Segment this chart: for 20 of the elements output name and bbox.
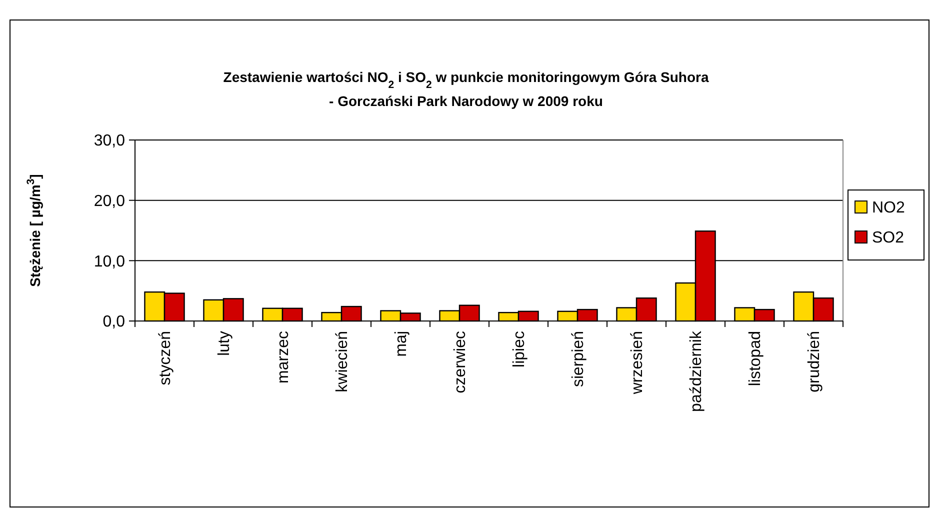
legend-label: NO2 [872, 200, 905, 217]
x-tick-label: kwiecień [334, 331, 352, 392]
chart-title: Zestawienie wartości NO$_{2}$ i SO$_{2}$ w punkcie monitoringowym Góra Suhora [223, 69, 709, 91]
legend-label: SO2 [872, 230, 904, 247]
y-tick-label: 20,0 [94, 192, 126, 210]
x-tick-label: marzec [275, 331, 292, 384]
x-tick-label: grudzień [806, 331, 824, 392]
y-tick-label: 30,0 [94, 132, 126, 150]
x-tick-label: lipiec [511, 331, 528, 368]
x-tick-label: sierpień [570, 331, 588, 388]
x-tick-label: październik [688, 330, 706, 412]
x-tick-label: maj [393, 331, 410, 357]
x-tick-label: luty [216, 331, 234, 356]
x-tick-label: czerwiec [452, 331, 470, 394]
y-tick-label: 10,0 [94, 253, 126, 270]
x-tick-label: wrzesień [629, 331, 646, 396]
x-tick-label: styczeń [157, 331, 174, 386]
y-tick-label: 0,0 [102, 314, 126, 331]
x-tick-label: listopad [747, 331, 764, 386]
chart-subtitle: - Gorczański Park Narodowy w 2009 roku [329, 93, 603, 109]
